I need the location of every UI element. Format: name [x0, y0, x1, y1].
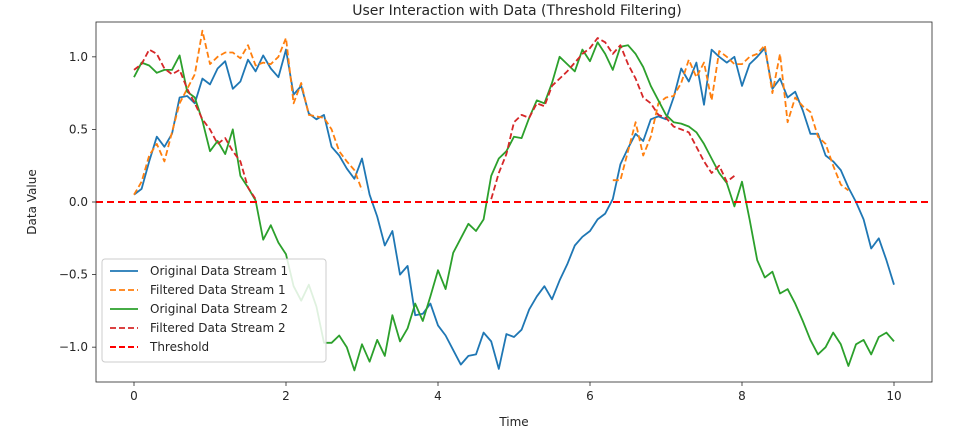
x-axis-label: Time: [498, 415, 528, 427]
series-line-3: [133, 41, 895, 372]
legend-label: Threshold: [149, 340, 209, 354]
y-tick-label: 0.5: [69, 122, 88, 136]
legend: Original Data Stream 1 Filtered Data Stre…: [101, 258, 327, 363]
x-tick-label: 6: [586, 389, 594, 403]
x-tick-label: 2: [282, 389, 290, 403]
series-line-2: [133, 29, 849, 196]
legend-label: Original Data Stream 2: [150, 302, 288, 316]
y-tick-label: 1.0: [69, 50, 88, 64]
chart-title: User Interaction with Data (Threshold Fi…: [352, 3, 682, 19]
plot-area: [96, 29, 932, 372]
legend-box: [101, 258, 327, 363]
legend-label: Filtered Data Stream 2: [150, 321, 286, 335]
legend-label: Original Data Stream 1: [150, 264, 288, 278]
y-tick-label: −0.5: [59, 268, 88, 282]
legend-label: Filtered Data Stream 1: [150, 283, 286, 297]
x-tick-label: 4: [434, 389, 442, 403]
series-line-4: [133, 37, 735, 200]
y-axis-label: Data Value: [25, 169, 39, 234]
y-tick-label: −1.0: [59, 340, 88, 354]
series-line-1: [133, 47, 895, 370]
x-tick-label: 10: [886, 389, 901, 403]
x-tick-label: 8: [738, 389, 746, 403]
axis-ticks: 0 2 4 6 8 10 −1.0 −0.5 0.0 0.5 1.0: [59, 50, 902, 403]
x-tick-label: 0: [130, 389, 138, 403]
y-tick-label: 0.0: [69, 195, 88, 209]
